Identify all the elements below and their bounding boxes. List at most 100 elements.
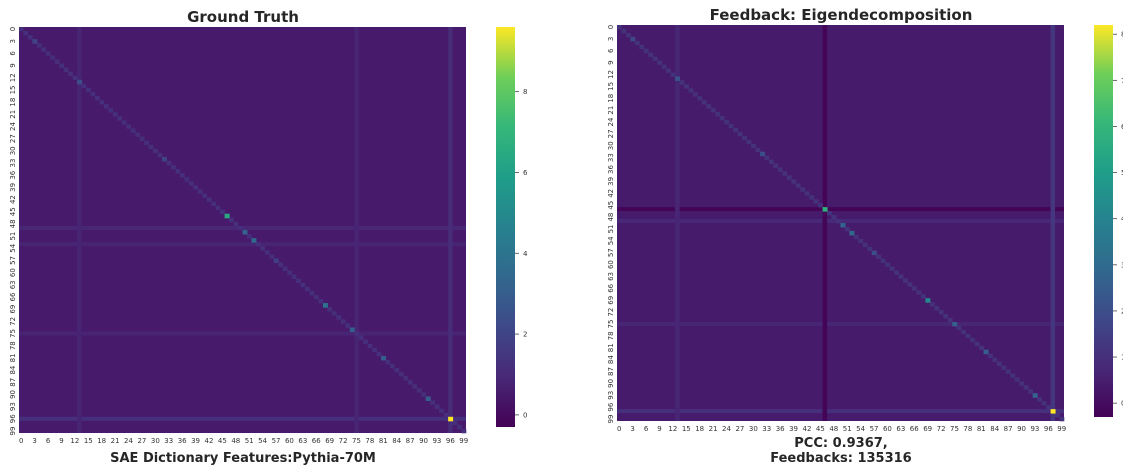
feedback-colorbar <box>1094 25 1113 417</box>
y-tick-label: 27 <box>607 129 615 138</box>
heatmap-highlight-cell <box>849 230 855 236</box>
heatmap-diagonal-cell <box>961 329 966 335</box>
colorbar-tick-label: 1 <box>1121 354 1123 362</box>
heatmap-diagonal-cell <box>300 282 306 288</box>
heatmap-diagonal-cell <box>1041 401 1047 406</box>
heatmap-diagonal-cell <box>809 195 814 200</box>
heatmap-diagonal-cell <box>278 262 284 267</box>
y-tick-label: 60 <box>607 260 615 269</box>
x-tick-label: 12 <box>668 425 677 433</box>
x-tick-label: 93 <box>1030 425 1039 433</box>
heatmap-diagonal-cell <box>1005 369 1011 374</box>
x-tick-label: 30 <box>151 437 160 445</box>
y-tick-label: 54 <box>607 236 615 245</box>
colorbar-tick-label: 7 <box>1121 77 1123 85</box>
y-tick-label: 0 <box>607 25 615 29</box>
y-tick-label: 60 <box>9 268 17 277</box>
heatmap-diagonal-cell <box>94 96 100 101</box>
y-tick-label: 87 <box>607 367 615 376</box>
y-tick-label: 57 <box>9 256 17 265</box>
x-tick-label: 75 <box>352 437 361 445</box>
y-tick-label: 93 <box>9 402 17 411</box>
heatmap-diagonal-cell <box>666 68 671 73</box>
heatmap-row-band <box>617 207 1064 212</box>
heatmap-diagonal-cell <box>148 144 154 150</box>
x-tick-label: 69 <box>325 437 334 445</box>
heatmap-diagonal-cell <box>617 25 622 30</box>
colorbar-tick-label: 4 <box>1121 215 1123 223</box>
x-tick-label: 9 <box>657 425 661 433</box>
heatmap-diagonal-cell <box>724 120 730 125</box>
x-tick-label: 84 <box>392 437 401 445</box>
heatmap-diagonal-cell <box>117 116 123 121</box>
heatmap-diagonal-cell <box>23 31 29 36</box>
heatmap-highlight-cell <box>448 416 454 422</box>
colorbar-tick-label: 0 <box>523 411 527 419</box>
ground-truth-y-ticks: 0369121518212427303336394245485154576063… <box>9 27 17 436</box>
y-tick-label: 72 <box>607 308 615 317</box>
heatmap-diagonal-cell <box>170 165 176 170</box>
heatmap-diagonal-cell <box>710 108 716 113</box>
x-tick-label: 72 <box>937 425 946 433</box>
heatmap-diagonal-cell <box>372 347 377 353</box>
heatmap-highlight-cell <box>381 355 387 361</box>
heatmap-diagonal-cell <box>853 234 859 240</box>
heatmap-diagonal-cell <box>314 294 319 300</box>
x-tick-label: 63 <box>896 425 905 433</box>
heatmap-diagonal-cell <box>831 215 837 220</box>
x-tick-label: 84 <box>990 425 999 433</box>
heatmap-diagonal-cell <box>867 246 873 252</box>
heatmap-diagonal-cell <box>938 310 944 315</box>
x-tick-label: 0 <box>19 437 23 445</box>
heatmap-diagonal-cell <box>63 67 69 72</box>
x-tick-label: 51 <box>245 437 254 445</box>
y-tick-label: 81 <box>9 353 17 362</box>
heatmap-highlight-cell <box>1032 393 1038 398</box>
heatmap-diagonal-cell <box>679 80 685 85</box>
x-tick-label: 36 <box>178 437 187 445</box>
heatmap-diagonal-cell <box>153 148 158 154</box>
heatmap-diagonal-cell <box>238 225 243 231</box>
heatmap-diagonal-cell <box>452 420 458 426</box>
y-tick-label: 9 <box>607 60 615 64</box>
x-tick-label: 24 <box>124 437 133 445</box>
feedback-xlabel-line1: PCC: 0.9367, <box>794 436 887 451</box>
heatmap-diagonal-cell <box>880 258 886 263</box>
heatmap-diagonal-cell <box>974 341 980 347</box>
heatmap-diagonal-cell <box>331 311 337 316</box>
y-tick-label: 0 <box>9 27 17 31</box>
heatmap-diagonal-cell <box>27 35 33 40</box>
heatmap-diagonal-cell <box>157 152 163 158</box>
x-tick-label: 42 <box>803 425 812 433</box>
heatmap-diagonal-cell <box>795 183 801 188</box>
y-tick-label: 69 <box>607 296 615 305</box>
x-tick-label: 21 <box>111 437 120 445</box>
x-tick-label: 54 <box>258 437 267 445</box>
y-tick-label: 12 <box>607 70 615 79</box>
x-tick-label: 93 <box>432 437 441 445</box>
heatmap-diagonal-cell <box>979 345 984 351</box>
y-tick-label: 84 <box>9 365 17 374</box>
heatmap-diagonal-cell <box>179 173 185 178</box>
heatmap-diagonal-cell <box>996 361 1002 366</box>
y-tick-label: 57 <box>607 248 615 257</box>
x-tick-label: 18 <box>97 437 106 445</box>
x-tick-label: 27 <box>137 437 146 445</box>
heatmap-diagonal-cell <box>929 302 935 307</box>
x-tick-label: 78 <box>365 437 374 445</box>
heatmap-diagonal-cell <box>898 274 904 279</box>
y-tick-label: 9 <box>9 63 17 67</box>
heatmap-diagonal-cell <box>889 266 895 271</box>
y-tick-label: 36 <box>607 165 615 174</box>
heatmap-diagonal-cell <box>885 262 890 267</box>
feedback-colorbar-ticks: 0 1 2 3 4 5 6 7 8 <box>1113 31 1123 408</box>
y-tick-label: 90 <box>607 379 615 388</box>
ground-truth-title: Ground Truth <box>187 8 299 26</box>
heatmap-diagonal-cell <box>625 32 631 38</box>
x-tick-label: 33 <box>762 425 771 433</box>
heatmap-diagonal-cell <box>742 135 747 141</box>
heatmap-diagonal-cell <box>733 127 738 133</box>
heatmap-diagonal-cell <box>1028 389 1034 394</box>
heatmap-diagonal-cell <box>894 270 899 275</box>
x-tick-label: 78 <box>963 425 972 433</box>
